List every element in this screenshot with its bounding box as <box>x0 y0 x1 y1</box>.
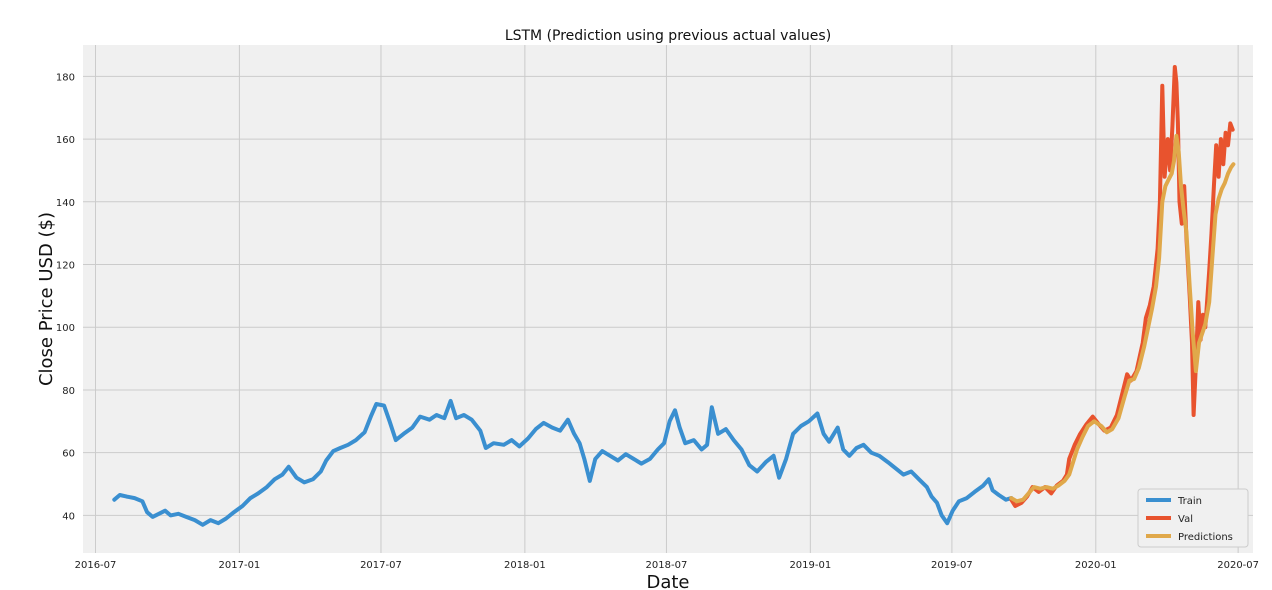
series-lines <box>112 65 1236 527</box>
x-tick-label: 2016-07 <box>75 560 117 571</box>
chart-title: LSTM (Prediction using previous actual v… <box>505 28 831 44</box>
series-line-train <box>112 398 1014 527</box>
legend-label-val: Val <box>1178 514 1193 525</box>
y-tick-label: 40 <box>62 511 75 522</box>
x-tick-label: 2017-01 <box>219 560 261 571</box>
x-tick-label: 2020-07 <box>1217 560 1259 571</box>
legend: Train Val Predictions <box>1137 488 1249 548</box>
y-tick-label: 60 <box>62 449 75 460</box>
y-tick-label: 120 <box>56 261 75 272</box>
x-axis-label: Date <box>646 572 689 590</box>
y-tick-label: 80 <box>62 386 75 397</box>
grid-lines <box>83 45 1253 553</box>
plot-area <box>83 45 1253 553</box>
y-tick-label: 100 <box>56 323 75 334</box>
legend-box <box>1137 488 1249 548</box>
y-axis-label: Close Price USD ($) <box>36 212 57 386</box>
x-tick-label: 2017-07 <box>360 560 402 571</box>
x-tick-label: 2018-07 <box>646 560 688 571</box>
x-tick-label: 2018-01 <box>504 560 546 571</box>
tick-labels: 40 60 80 100 120 140 160 180 2016-07 2017-01 2017-… <box>56 72 1259 571</box>
x-tick-label: 2019-07 <box>931 560 973 571</box>
x-tick-label: 2020-01 <box>1075 560 1117 571</box>
y-tick-label: 180 <box>56 72 75 83</box>
series-line-predictions <box>1009 133 1236 504</box>
y-tick-label: 140 <box>56 198 75 209</box>
x-tick-label: 2019-01 <box>789 560 831 571</box>
legend-label-predictions: Predictions <box>1178 532 1233 543</box>
legend-label-train: Train <box>1177 496 1202 507</box>
y-tick-label: 160 <box>56 135 75 146</box>
